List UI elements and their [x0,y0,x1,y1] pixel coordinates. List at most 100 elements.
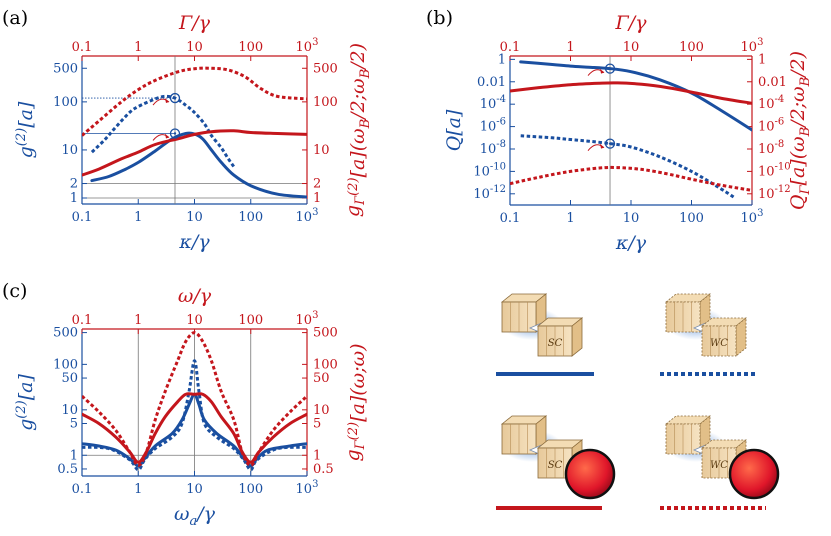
marker-circle [169,128,181,139]
top-x-axis-title: Γ/γ [178,12,211,34]
panel-label: (b) [426,7,453,29]
y-tick-label: 10-6 [480,117,506,135]
emitter-block [500,293,548,333]
marker-dot [173,132,177,135]
device-label: WC [710,460,728,471]
right-y-tick-label: 10 [313,143,330,158]
series-red-solid [510,81,752,105]
panel-label: (c) [2,280,27,302]
x-axis-title: κ/γ [615,232,647,254]
legend-cell-3: SC [496,415,616,510]
top-x-tick-label: 100 [238,40,263,55]
marker-arrowhead [600,143,605,149]
right-y-tick-label: 100 [313,95,338,110]
marker-dot [608,67,612,70]
y-tick-label: 50 [61,371,78,386]
x-tick-label: 100 [679,211,704,226]
plots-layer: 0.10.11110101001001031031210100500121010… [2,7,813,529]
right-y-tick-label: 10-10 [758,161,791,179]
right-y-tick-label: 0.5 [313,462,334,477]
series-red-dotted [82,331,307,467]
x-tick-label: 100 [238,210,263,225]
top-x-tick-label: 0.1 [72,313,93,328]
panel-a: 0.10.11110101001001031031210100500121010… [2,7,373,253]
y-tick-label: 2 [70,177,78,192]
right-y-tick-label: 100 [313,357,338,372]
marker-arrowhead [164,133,169,139]
left-y-axis-title: g(2)[a] [14,374,37,431]
device-label: WC [710,338,728,349]
top-x-tick-label: 10 [186,40,203,55]
right-y-tick-label: 0.01 [758,75,787,90]
y-tick-label: 10-10 [473,161,506,179]
right-y-tick-label: 10-12 [758,184,791,202]
filter-icon [564,448,616,500]
top-x-tick-label: 1 [566,40,574,55]
right-y-tick-label: 2 [313,177,321,192]
marker-dot [608,142,612,145]
top-x-tick-label: 1 [134,313,142,328]
series-red-solid [82,129,307,177]
marker-circle [604,63,616,74]
x-tick-label: 1 [566,211,574,226]
x-tick-label: 103 [741,208,764,226]
y-tick-label: 500 [53,61,78,76]
y-tick-label: 10 [61,143,78,158]
series-blue-dotted [82,359,307,472]
device-label: SC [548,338,563,349]
y-tick-label: 10 [61,403,78,418]
x-tick-label: 10 [186,482,203,497]
y-tick-label: 10-8 [480,139,506,157]
x-tick-label: 103 [296,207,319,225]
right-y-axis-title: QΓ[a](ωB/2;ωB/2) [787,51,813,210]
series-red-dotted [510,165,752,192]
right-y-tick-label: 5 [313,417,321,432]
y-tick-label: 5 [70,417,78,432]
top-x-tick-label: 100 [679,40,704,55]
device-label: SC [548,460,563,471]
series-blue-solid [519,60,752,132]
y-tick-label: 0.01 [477,75,506,90]
cavity-block [700,317,748,357]
right-y-axis-title: gΓ(2)[a](ω;ω) [342,343,369,461]
x-axis-title: ωa/γ [174,503,216,529]
left-y-axis-title: Q[a] [443,109,465,151]
x-tick-label: 10 [186,210,203,225]
right-y-tick-label: 500 [313,61,338,76]
y-tick-label: 100 [53,357,78,372]
right-y-tick-label: 10-8 [758,139,784,157]
right-y-tick-label: 1 [758,52,766,67]
right-y-tick-label: 500 [313,326,338,341]
top-x-tick-label: 1 [134,40,142,55]
y-tick-label: 10-12 [473,184,506,202]
top-x-tick-label: 100 [238,313,263,328]
marker-circle [604,138,616,149]
filter-icon [728,448,780,500]
x-tick-label: 1 [134,482,142,497]
right-y-tick-label: 10-4 [758,94,784,112]
top-x-axis-title: ω/γ [178,285,212,307]
y-tick-label: 100 [53,95,78,110]
top-x-tick-label: 10 [186,313,203,328]
top-x-axis-title: Γ/γ [615,12,648,34]
top-x-tick-label: 10 [623,40,640,55]
panel-b: 0.10.111101010010010310310.0110-410-610-… [426,7,813,254]
emitter-block [664,415,712,455]
top-x-tick-label: 103 [741,37,764,55]
x-tick-label: 100 [238,482,263,497]
marker-arrowhead [164,98,169,104]
y-tick-label: 1 [498,52,506,67]
top-x-tick-label: 0.1 [72,40,93,55]
panel-c: 0.10.11110101001001031030.51510501005000… [2,280,369,529]
right-y-tick-label: 1 [313,191,321,206]
x-tick-label: 0.1 [72,210,93,225]
left-y-axis-title: g(2)[a] [14,101,37,158]
x-tick-label: 1 [134,210,142,225]
marker-circle [169,92,181,104]
right-y-tick-label: 1 [313,448,321,463]
right-y-tick-label: 50 [313,371,330,386]
x-tick-label: 0.1 [72,482,93,497]
panel-label: (a) [2,7,28,29]
top-x-tick-label: 103 [296,310,319,328]
legend-layer: SC WC SC WC [496,293,780,510]
